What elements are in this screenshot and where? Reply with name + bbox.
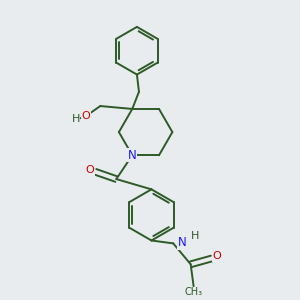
- Text: O: O: [81, 111, 90, 121]
- Text: H: H: [71, 114, 80, 124]
- Text: CH₃: CH₃: [184, 287, 203, 297]
- Text: H: H: [191, 231, 199, 241]
- Text: O: O: [86, 165, 94, 176]
- Text: O: O: [212, 251, 221, 261]
- Text: N: N: [128, 149, 136, 162]
- Text: N: N: [178, 236, 186, 249]
